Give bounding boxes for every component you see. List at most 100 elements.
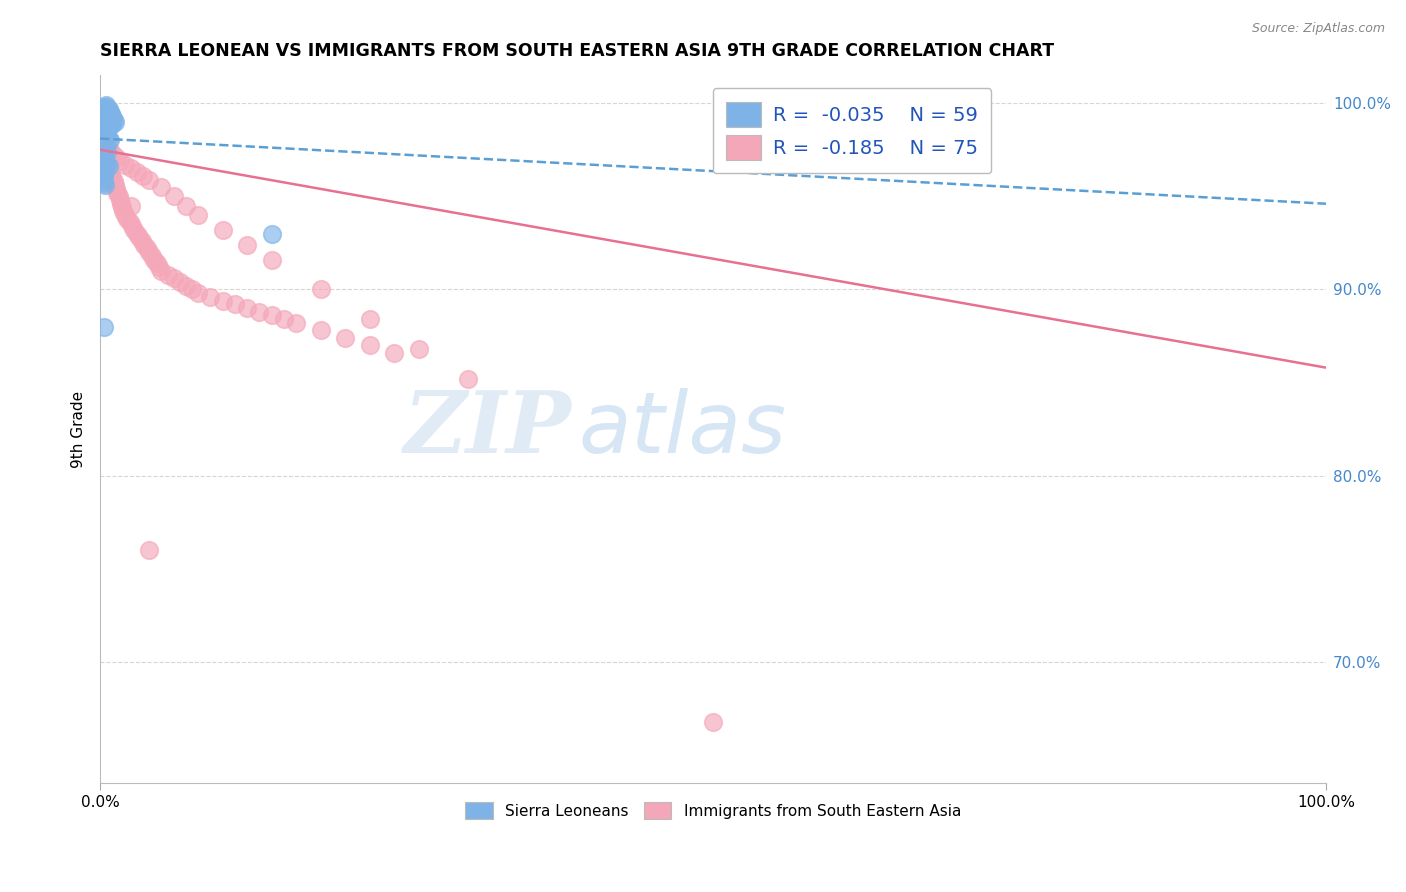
Point [120, 198, 142, 212]
Point [98, 170, 121, 185]
Point [145, 256, 167, 270]
Point [335, 331, 357, 345]
Point [101, 170, 124, 185]
Point [98, 117, 121, 131]
Point [96, 103, 118, 118]
Point [125, 227, 148, 241]
Point [97, 115, 120, 129]
Point [105, 182, 128, 196]
Text: Source: ZipAtlas.com: Source: ZipAtlas.com [1251, 22, 1385, 36]
Point [94, 103, 117, 118]
Point [128, 230, 150, 244]
Point [94, 105, 117, 120]
Point [93, 139, 115, 153]
Y-axis label: 9th Grade: 9th Grade [72, 391, 86, 467]
Point [111, 201, 134, 215]
Point [96, 102, 118, 116]
Point [382, 345, 405, 359]
Point [309, 323, 332, 337]
Point [96, 107, 118, 121]
Point [96, 143, 118, 157]
Text: atlas: atlas [578, 388, 786, 471]
Point [93, 319, 115, 334]
Point [97, 143, 120, 157]
Text: SIERRA LEONEAN VS IMMIGRANTS FROM SOUTH EASTERN ASIA 9TH GRADE CORRELATION CHART: SIERRA LEONEAN VS IMMIGRANTS FROM SOUTH … [100, 42, 1054, 60]
Point [94, 141, 117, 155]
Point [100, 119, 122, 133]
Point [249, 305, 271, 319]
Point [96, 107, 118, 121]
Point [260, 309, 283, 323]
Point [110, 196, 132, 211]
Point [104, 178, 127, 193]
Point [96, 111, 118, 125]
Point [181, 282, 204, 296]
Point [98, 105, 121, 120]
Point [260, 227, 283, 241]
Point [93, 124, 115, 138]
Point [93, 163, 115, 178]
Point [702, 714, 724, 729]
Point [93, 170, 115, 185]
Point [148, 260, 170, 274]
Point [101, 117, 124, 131]
Point [143, 252, 166, 267]
Point [174, 278, 197, 293]
Point [408, 342, 430, 356]
Point [163, 189, 186, 203]
Point [96, 139, 118, 153]
Point [96, 152, 118, 166]
Point [96, 155, 118, 169]
Point [101, 109, 124, 123]
Point [98, 112, 121, 127]
Point [105, 150, 128, 164]
Point [97, 160, 120, 174]
Point [91, 161, 114, 176]
Point [150, 180, 173, 194]
Point [93, 176, 115, 190]
Point [96, 158, 118, 172]
Point [174, 198, 197, 212]
Point [114, 208, 136, 222]
Point [96, 128, 118, 142]
Point [132, 169, 155, 183]
Point [211, 293, 233, 308]
Point [211, 223, 233, 237]
Point [112, 204, 135, 219]
Point [285, 316, 308, 330]
Point [309, 282, 332, 296]
Point [169, 275, 191, 289]
Point [94, 178, 117, 193]
Point [138, 543, 160, 558]
Point [94, 105, 117, 120]
Point [138, 245, 160, 260]
Point [103, 112, 125, 127]
Point [97, 107, 120, 121]
Point [187, 286, 209, 301]
Point [163, 271, 186, 285]
Point [97, 160, 120, 174]
Point [98, 163, 121, 178]
Point [96, 155, 118, 169]
Point [96, 105, 118, 120]
Point [107, 189, 129, 203]
Point [91, 137, 114, 152]
Point [124, 223, 146, 237]
Point [96, 145, 118, 159]
Point [93, 102, 115, 116]
Point [236, 237, 259, 252]
Point [104, 115, 127, 129]
Point [224, 297, 246, 311]
Point [96, 129, 118, 144]
Point [138, 172, 160, 186]
Point [236, 301, 259, 315]
Point [91, 174, 114, 188]
Point [125, 165, 148, 179]
Point [101, 146, 124, 161]
Point [97, 131, 120, 145]
Point [94, 126, 117, 140]
Text: ZIP: ZIP [405, 387, 572, 471]
Point [115, 211, 138, 226]
Point [187, 208, 209, 222]
Point [96, 98, 118, 112]
